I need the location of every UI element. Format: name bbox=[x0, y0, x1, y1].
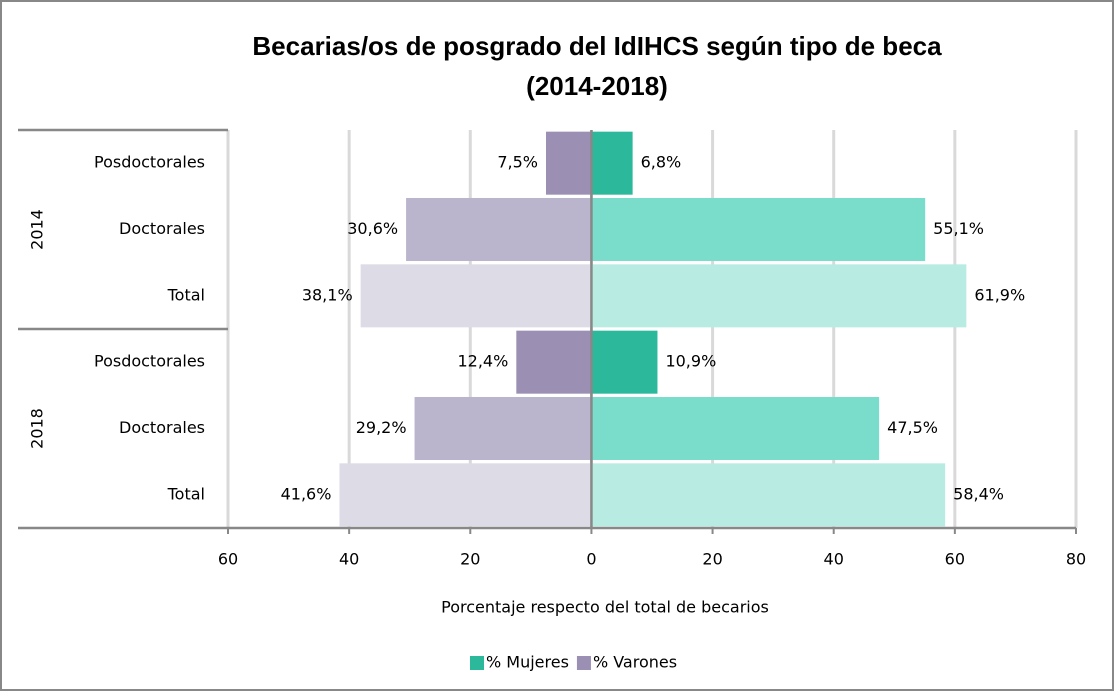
x-tick-label: 60 bbox=[218, 550, 238, 569]
bar bbox=[591, 463, 946, 527]
data-label: 55,1% bbox=[933, 219, 984, 238]
data-label: 38,1% bbox=[302, 285, 353, 304]
y-tick-label: Total bbox=[167, 285, 205, 304]
x-tick-label: 20 bbox=[702, 550, 722, 569]
data-label: 41,6% bbox=[281, 484, 332, 503]
data-label: 10,9% bbox=[665, 352, 716, 371]
bar bbox=[516, 330, 592, 394]
data-label: 58,4% bbox=[953, 484, 1004, 503]
legend-swatch bbox=[470, 656, 484, 670]
legend-label: % Varones bbox=[593, 653, 677, 672]
x-tick-label: 40 bbox=[339, 550, 359, 569]
bar bbox=[591, 330, 658, 394]
data-label: 12,4% bbox=[457, 352, 508, 371]
x-tick-label: 0 bbox=[586, 550, 596, 569]
bar bbox=[591, 396, 880, 461]
bar bbox=[339, 463, 592, 527]
y-tick-label: Posdoctorales bbox=[94, 352, 205, 371]
bar bbox=[406, 197, 592, 262]
bar bbox=[414, 396, 592, 461]
group-label: 2014 bbox=[28, 209, 47, 250]
data-label: 7,5% bbox=[497, 153, 538, 172]
data-label: 29,2% bbox=[356, 418, 407, 437]
x-tick-label: 20 bbox=[460, 550, 480, 569]
data-label: 6,8% bbox=[641, 153, 682, 172]
data-label: 30,6% bbox=[347, 219, 398, 238]
chart-title: Becarias/os de posgrado del IdIHCS según… bbox=[252, 31, 942, 61]
legend: % Mujeres % Varones bbox=[470, 653, 677, 672]
y-tick-label: Posdoctorales bbox=[94, 153, 205, 172]
x-tick-label: 60 bbox=[945, 550, 965, 569]
bar bbox=[360, 264, 592, 328]
bar bbox=[546, 131, 592, 195]
bar bbox=[591, 131, 633, 195]
chart-title: (2014-2018) bbox=[526, 71, 668, 101]
bar bbox=[591, 264, 967, 328]
x-axis-title: Porcentaje respecto del total de becario… bbox=[441, 598, 769, 617]
y-tick-label: Doctorales bbox=[119, 219, 205, 238]
data-label: 61,9% bbox=[974, 285, 1025, 304]
y-tick-label: Doctorales bbox=[119, 418, 205, 437]
group-label: 2018 bbox=[28, 408, 47, 449]
x-tick-label: 80 bbox=[1066, 550, 1086, 569]
legend-swatch bbox=[576, 656, 591, 670]
x-tick-label: 40 bbox=[824, 550, 844, 569]
y-tick-label: Total bbox=[167, 484, 205, 503]
legend-label: % Mujeres bbox=[486, 653, 569, 672]
data-label: 47,5% bbox=[887, 418, 938, 437]
bar bbox=[591, 197, 926, 262]
